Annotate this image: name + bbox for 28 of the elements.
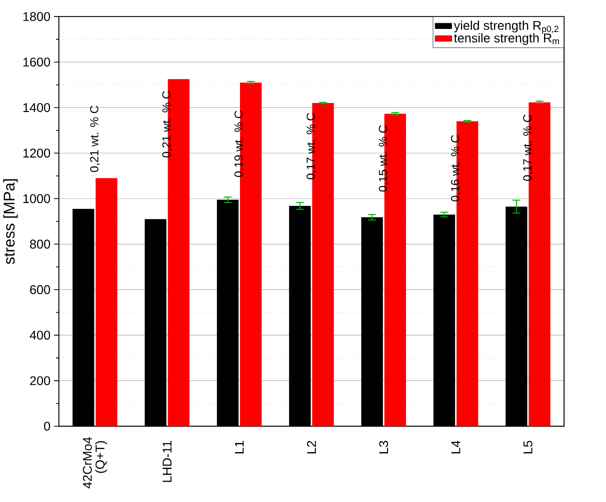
y-tick-label: 1200 <box>23 148 50 158</box>
annotation: 0,16 wt. % C <box>450 134 461 202</box>
y-tick-label: 1600 <box>23 57 50 66</box>
y-tick-label: 800 <box>30 240 50 248</box>
legend-label: tensile strength R$_{m}$ <box>454 33 559 45</box>
x-tick-label: L5 <box>524 440 532 454</box>
x-tick-label: 42CrMo4 (Q+T) <box>82 436 107 488</box>
y-tick-label: 1800 <box>23 12 50 21</box>
y-tick-label: 1400 <box>23 102 50 112</box>
annotation: 0,21 wt. % C <box>162 91 172 158</box>
annotation: 0,17 wt. % C <box>306 112 316 180</box>
bar <box>96 178 118 426</box>
y-tick-label: 0 <box>44 422 50 431</box>
y-tick-label: 600 <box>30 285 50 294</box>
y-tick-label: 400 <box>30 330 50 340</box>
x-tick-label: L4 <box>451 440 460 454</box>
x-tick-label: LHD-11 <box>162 440 172 482</box>
y-tick-label: 200 <box>30 376 50 386</box>
annotation: 0,17 wt. % C <box>523 114 533 181</box>
x-tick-label: L1 <box>234 440 244 454</box>
annotation: 0,15 wt. % C <box>378 125 388 192</box>
x-tick-label: L3 <box>379 440 388 454</box>
annotation: 0,21 wt. % C <box>90 106 100 172</box>
y-tick-label: 1000 <box>23 194 50 203</box>
annotation: 0,19 wt. % C <box>234 110 244 177</box>
legend-label: yield strength R$_{p0,2}$ <box>454 20 558 34</box>
x-tick-label: L2 <box>307 440 316 454</box>
y-axis-title: stress [MPa] <box>3 179 18 264</box>
